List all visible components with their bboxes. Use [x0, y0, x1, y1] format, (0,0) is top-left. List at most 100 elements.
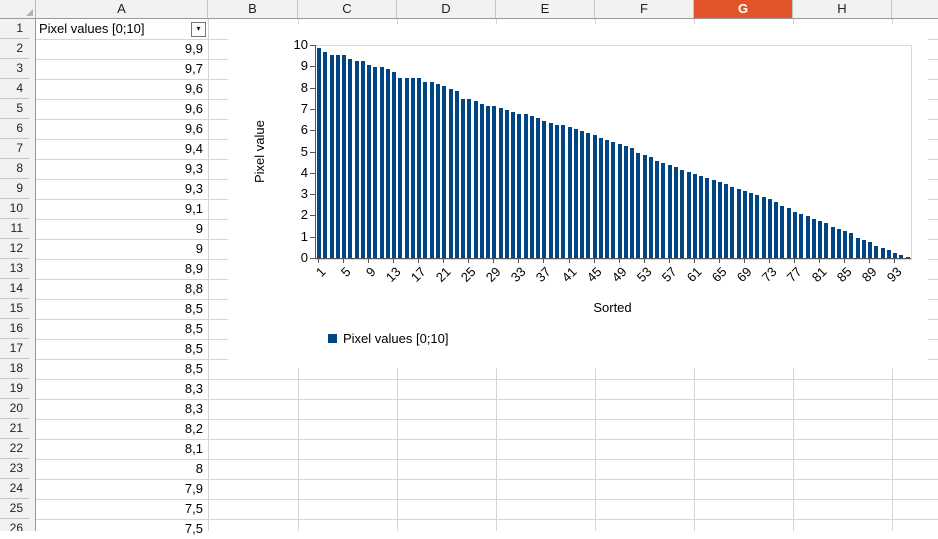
row-header-20[interactable]: 20	[0, 399, 29, 419]
cell-a16[interactable]: 8,5	[184, 321, 203, 336]
bar	[824, 222, 829, 259]
x-tick-mark	[643, 259, 645, 263]
bar	[429, 82, 434, 259]
row-header-16[interactable]: 16	[0, 319, 29, 339]
column-header-h[interactable]: H	[793, 0, 892, 18]
row-header-8[interactable]: 8	[0, 159, 29, 179]
row-header-26[interactable]: 26	[0, 519, 29, 531]
cell-a3[interactable]: 9,7	[184, 61, 203, 76]
column-header-a[interactable]: A	[36, 0, 208, 18]
cell-a22[interactable]: 8,1	[184, 441, 203, 456]
row-header-17[interactable]: 17	[0, 339, 29, 359]
row-header-9[interactable]: 9	[0, 179, 29, 199]
bar	[398, 77, 403, 259]
bar	[692, 173, 697, 259]
row-header-2[interactable]: 2	[0, 39, 29, 59]
column-header-c[interactable]: C	[298, 0, 397, 18]
cell-a21[interactable]: 8,2	[184, 421, 203, 436]
gridline	[36, 499, 938, 500]
cell-a15[interactable]: 8,5	[184, 301, 203, 316]
cell-a20[interactable]: 8,3	[184, 401, 203, 416]
cell-a18[interactable]: 8,5	[184, 361, 203, 376]
cell-a12[interactable]: 9	[195, 241, 203, 256]
cell-a26[interactable]: 7,5	[184, 521, 203, 536]
y-tick-mark	[310, 151, 315, 153]
row-header-14[interactable]: 14	[0, 279, 29, 299]
cell-a2[interactable]: 9,9	[184, 41, 203, 56]
bar	[423, 82, 428, 259]
cell-a1[interactable]: Pixel values [0;10] ▾	[36, 19, 208, 39]
embedded-chart[interactable]: Pixel value 0 1 2 3 4 5 6 7 8 9 10 1 5 9 13 17 21 25 29 33…	[228, 24, 928, 368]
cell-a23[interactable]: 8	[195, 461, 203, 476]
cell-a6[interactable]: 9,6	[184, 121, 203, 136]
row-header-19[interactable]: 19	[0, 379, 29, 399]
column-header-b[interactable]: B	[208, 0, 298, 18]
row-header-3[interactable]: 3	[0, 59, 29, 79]
cell-a13[interactable]: 8,9	[184, 261, 203, 276]
bar	[623, 146, 628, 259]
column-header-g[interactable]: G	[694, 0, 793, 18]
bar	[592, 135, 597, 259]
column-header-f[interactable]: F	[595, 0, 694, 18]
column-header-e[interactable]: E	[496, 0, 595, 18]
bar	[454, 90, 459, 259]
cell-a5[interactable]: 9,6	[184, 101, 203, 116]
bar	[742, 190, 747, 259]
cell-a4[interactable]: 9,6	[184, 81, 203, 96]
row-header-15[interactable]: 15	[0, 299, 29, 319]
y-axis-line	[315, 45, 316, 259]
row-header-18[interactable]: 18	[0, 359, 29, 379]
cell-a9[interactable]: 9,3	[184, 181, 203, 196]
x-tick-mark	[543, 259, 545, 263]
row-header-22[interactable]: 22	[0, 439, 29, 459]
cell-a25[interactable]: 7,5	[184, 501, 203, 516]
cell-a19[interactable]: 8,3	[184, 381, 203, 396]
row-header-4[interactable]: 4	[0, 79, 29, 99]
select-all-corner[interactable]	[0, 0, 36, 18]
autofilter-button[interactable]: ▾	[191, 21, 206, 37]
cell-a17[interactable]: 8,5	[184, 341, 203, 356]
bar	[448, 88, 453, 259]
cell-a11[interactable]: 9	[195, 221, 203, 236]
chevron-down-icon: ▾	[196, 24, 201, 33]
row-header-21[interactable]: 21	[0, 419, 29, 439]
row-header-11[interactable]: 11	[0, 219, 29, 239]
row-header-13[interactable]: 13	[0, 259, 29, 279]
row-header-12[interactable]: 12	[0, 239, 29, 259]
row-header-25[interactable]: 25	[0, 499, 29, 519]
bar	[373, 67, 378, 259]
cell-a8[interactable]: 9,3	[184, 161, 203, 176]
bar	[586, 133, 591, 259]
column-header-d[interactable]: D	[397, 0, 496, 18]
row-header-7[interactable]: 7	[0, 139, 29, 159]
bar	[636, 152, 641, 259]
bar	[342, 54, 347, 259]
y-tick-mark	[310, 130, 315, 132]
x-tick-mark	[343, 259, 345, 263]
bar	[868, 241, 873, 259]
row-header-10[interactable]: 10	[0, 199, 29, 219]
row-header-6[interactable]: 6	[0, 119, 29, 139]
bar	[479, 103, 484, 259]
x-tick-mark	[593, 259, 595, 263]
y-tick-label: 8	[300, 79, 308, 95]
row-header-1[interactable]: 1	[0, 19, 29, 39]
cell-a10[interactable]: 9,1	[184, 201, 203, 216]
cell-a14[interactable]: 8,8	[184, 281, 203, 296]
cell-a24[interactable]: 7,9	[184, 481, 203, 496]
bar	[498, 107, 503, 259]
bar	[555, 124, 559, 259]
bar	[793, 212, 797, 259]
bar	[605, 139, 610, 259]
x-tick-mark	[368, 259, 370, 263]
gridline	[36, 399, 938, 400]
cell-a7[interactable]: 9,4	[184, 141, 203, 156]
bar	[436, 84, 440, 259]
row-header-23[interactable]: 23	[0, 459, 29, 479]
gridline	[36, 459, 938, 460]
row-header-24[interactable]: 24	[0, 479, 29, 499]
row-header-5[interactable]: 5	[0, 99, 29, 119]
gridline	[36, 519, 938, 520]
x-tick-mark	[794, 259, 795, 263]
